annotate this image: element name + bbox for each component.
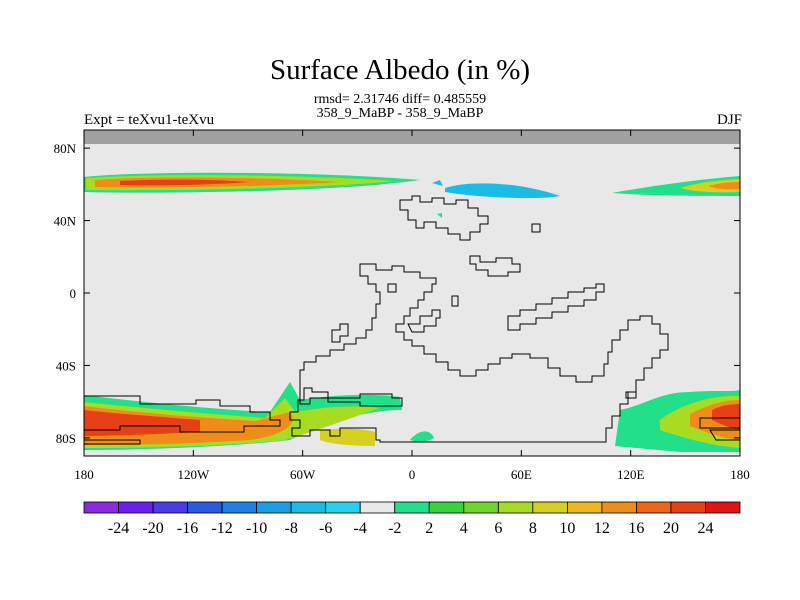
colorbar-label: 8 xyxy=(529,520,537,537)
colorbar-swatch xyxy=(428,501,465,514)
colorbar-label: 24 xyxy=(697,520,713,537)
colorbar-label: -16 xyxy=(177,520,198,537)
y-tick-label: 80S xyxy=(56,431,76,446)
coastlines xyxy=(84,195,740,445)
anomaly-north-negative-small xyxy=(432,180,443,186)
stats-line: rmsd= 2.31746 diff= 0.485559 xyxy=(313,92,487,107)
anomaly-north-dot xyxy=(437,213,442,218)
colorbar-swatch xyxy=(601,501,637,514)
map-subtitle: 358_9_MaBP - 358_9_MaBP xyxy=(316,106,484,121)
coastline-island-central-2 xyxy=(451,295,459,307)
anomaly-south-belt-east-max xyxy=(712,404,740,430)
anomaly-south-small-patch xyxy=(410,431,434,442)
coastline-east-arc xyxy=(507,283,605,331)
coastline-north-continent xyxy=(399,195,489,241)
x-tick-label: 180 xyxy=(730,467,750,482)
map-title: Surface Albedo (in %) xyxy=(269,54,531,86)
experiment-label: Expt = teXvu1-teXvu xyxy=(84,112,215,128)
colorbar-label: 2 xyxy=(425,520,433,537)
longitude-ticks: 180 120W 60W 0 60E 120E 180 xyxy=(74,130,750,482)
x-tick-label: 0 xyxy=(409,467,416,482)
x-tick-label: 120E xyxy=(617,467,645,482)
colorbar-swatch xyxy=(359,501,396,514)
colorbar-label: 4 xyxy=(460,520,468,537)
colorbar-swatch xyxy=(394,501,430,514)
anomaly-north-belt-east-peak xyxy=(708,182,740,190)
coastline-south-east-strip-2 xyxy=(709,429,740,441)
colorbar-label: 16 xyxy=(628,520,644,537)
missing-data-band xyxy=(84,130,740,144)
colorbar-swatch xyxy=(463,501,499,514)
colorbar-swatch xyxy=(187,501,223,514)
colorbar-label: -8 xyxy=(284,520,297,537)
coastline-central-continent xyxy=(289,263,669,443)
coastline-island-east xyxy=(531,223,541,233)
colorbar-label: -20 xyxy=(142,520,163,537)
colorbar-swatch xyxy=(497,501,534,514)
coastline-east-block xyxy=(469,255,521,277)
anomaly-south-mid-patch xyxy=(320,428,375,446)
y-tick-label: 40N xyxy=(54,214,77,229)
colorbar-swatch xyxy=(566,501,603,514)
colorbar-swatch xyxy=(325,501,361,514)
colorbar-swatch xyxy=(636,501,672,514)
colorbar-swatch xyxy=(290,501,327,514)
colorbar-swatch xyxy=(118,501,154,514)
colorbar-swatch xyxy=(221,501,258,514)
anomaly-fields xyxy=(84,172,740,452)
x-tick-label: 120W xyxy=(177,467,210,482)
colorbar-label: 6 xyxy=(494,520,502,537)
x-tick-label: 180 xyxy=(74,467,94,482)
coastline-south-west-strip xyxy=(84,439,141,445)
colorbar-label: -10 xyxy=(246,520,267,537)
coastline-south-polar xyxy=(84,395,281,433)
latitude-ticks: 80N 40N 0 40S 80S xyxy=(54,141,740,446)
colorbar: -24 -20 -16 -12 -10 -8 -6 -4 -2 2 4 6 8 10 12 16 20 24 xyxy=(83,501,741,537)
colorbar-swatch xyxy=(532,501,568,514)
coastline-south-east-strip xyxy=(699,417,740,429)
colorbar-label: -2 xyxy=(388,520,401,537)
colorbar-swatch xyxy=(705,501,741,514)
colorbar-label: -6 xyxy=(319,520,332,537)
colorbar-label: -12 xyxy=(211,520,232,537)
coastline-west-islands xyxy=(331,323,349,343)
coastline-island-central-1 xyxy=(387,283,397,293)
colorbar-label: 12 xyxy=(594,520,610,537)
y-tick-label: 80N xyxy=(54,141,77,156)
x-tick-label: 60E xyxy=(511,467,532,482)
y-tick-label: 40S xyxy=(56,358,76,373)
colorbar-label: -4 xyxy=(354,520,367,537)
y-tick-label: 0 xyxy=(70,286,77,301)
colorbar-swatch xyxy=(83,501,119,514)
coastline-south-east-notch xyxy=(625,391,637,399)
colorbar-label: 10 xyxy=(559,520,575,537)
coastline-inner-band xyxy=(407,309,441,333)
colorbar-swatch xyxy=(670,501,706,514)
x-tick-label: 60W xyxy=(290,467,316,482)
colorbar-label: -24 xyxy=(108,520,129,537)
colorbar-swatch xyxy=(256,501,292,514)
colorbar-label: 20 xyxy=(663,520,679,537)
anomaly-north-belt-west-max xyxy=(120,179,250,186)
colorbar-swatch xyxy=(152,501,188,514)
season-label: DJF xyxy=(716,112,742,128)
anomaly-north-negative xyxy=(445,183,560,199)
